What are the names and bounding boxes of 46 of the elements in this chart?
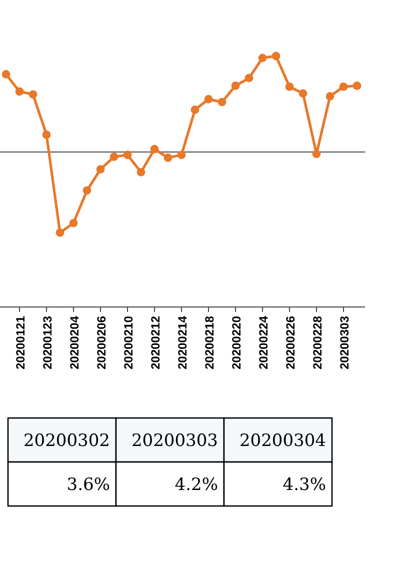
- point: [28, 90, 38, 99]
- text: 4.2%: [174, 475, 218, 495]
- x-tick-label: 20200123: [40, 316, 54, 370]
- point: [15, 87, 24, 96]
- x-tick-label: 20200224: [256, 316, 270, 370]
- point: [258, 54, 267, 62]
- x-tick-label: 20200220: [230, 316, 244, 370]
- point: [339, 82, 348, 91]
- x-tick-label: 20200204: [68, 316, 82, 370]
- point: [82, 186, 92, 195]
- point: [190, 106, 200, 114]
- point: [150, 144, 159, 154]
- x-tick-label: 20200303: [338, 316, 352, 370]
- point: [164, 154, 172, 162]
- point: [110, 152, 118, 161]
- point: [123, 150, 132, 160]
- point: [285, 82, 294, 91]
- point: [231, 82, 240, 90]
- text: 3.6%: [66, 475, 110, 495]
- point: [244, 74, 254, 82]
- x-tick-label: 20200121: [14, 316, 28, 370]
- x-tick-label: 20200228: [310, 316, 324, 370]
- category-label: 20200304: [239, 431, 326, 451]
- point: [312, 150, 321, 158]
- x-tick-label: 20200214: [176, 316, 190, 370]
- point: [352, 82, 362, 90]
- x-tick-label: 20200218: [202, 316, 216, 370]
- text: 4.3%: [282, 475, 326, 495]
- point: [2, 70, 10, 78]
- category-label: 20200302: [23, 431, 110, 451]
- point: [136, 168, 146, 176]
- point: [69, 218, 78, 228]
- point: [326, 92, 334, 101]
- category-label: 20200303: [131, 431, 218, 451]
- x-tick-label: 20200226: [284, 316, 298, 370]
- point: [272, 52, 280, 60]
- point: [96, 165, 105, 174]
- point: [177, 150, 186, 160]
- point: [204, 95, 213, 104]
- x-tick-label: 20200206: [94, 316, 108, 370]
- x-tick-label: 20200210: [122, 316, 136, 370]
- point: [298, 89, 308, 98]
- point: [56, 228, 64, 237]
- point: [218, 98, 226, 106]
- point: [42, 130, 51, 139]
- x-tick-label: 20200212: [148, 316, 162, 370]
